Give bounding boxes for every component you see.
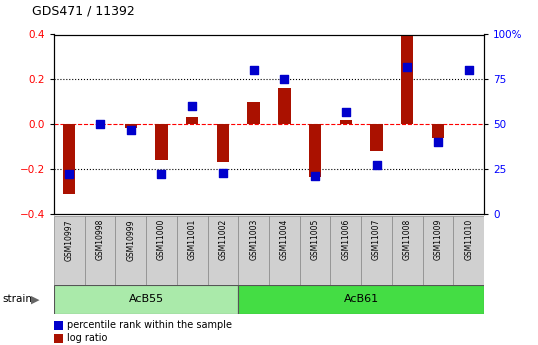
Point: [218, 170, 227, 175]
Bar: [208, 216, 238, 285]
Point: [188, 104, 196, 109]
Point: [96, 121, 104, 127]
Bar: [392, 216, 423, 285]
Bar: [84, 216, 115, 285]
Text: GSM11008: GSM11008: [403, 219, 412, 260]
Bar: [54, 216, 84, 285]
Bar: [401, 36, 414, 124]
Bar: [238, 285, 484, 314]
Text: GSM11007: GSM11007: [372, 219, 381, 260]
Text: GSM11009: GSM11009: [434, 219, 443, 260]
Text: GSM11002: GSM11002: [218, 219, 228, 260]
Text: ▶: ▶: [31, 294, 40, 304]
Bar: [247, 102, 260, 124]
Text: strain: strain: [3, 294, 33, 304]
Text: GSM11004: GSM11004: [280, 219, 289, 260]
Bar: [454, 216, 484, 285]
Bar: [115, 216, 146, 285]
Text: GSM11003: GSM11003: [249, 219, 258, 260]
Bar: [300, 216, 330, 285]
Bar: [278, 88, 291, 124]
Text: GSM10997: GSM10997: [65, 219, 74, 260]
Bar: [177, 216, 208, 285]
Point: [311, 174, 320, 179]
Text: GDS471 / 11392: GDS471 / 11392: [32, 4, 135, 17]
Point: [342, 109, 350, 115]
Text: GSM11006: GSM11006: [341, 219, 350, 260]
Point: [403, 64, 412, 70]
Bar: [423, 216, 454, 285]
Text: percentile rank within the sample: percentile rank within the sample: [67, 321, 232, 330]
Text: log ratio: log ratio: [67, 334, 108, 343]
Bar: [238, 216, 269, 285]
Bar: [330, 216, 361, 285]
Text: GSM11005: GSM11005: [310, 219, 320, 260]
Point: [126, 127, 135, 132]
Point: [464, 68, 473, 73]
Bar: [339, 120, 352, 124]
Bar: [371, 124, 383, 151]
Text: GSM11001: GSM11001: [188, 219, 197, 260]
Bar: [269, 216, 300, 285]
Point: [434, 139, 442, 145]
Bar: [309, 124, 321, 177]
Text: GSM10999: GSM10999: [126, 219, 135, 260]
Point: [372, 163, 381, 168]
Text: AcB55: AcB55: [129, 294, 164, 304]
Bar: [186, 117, 199, 124]
Bar: [361, 216, 392, 285]
Bar: [124, 124, 137, 128]
Point: [157, 172, 166, 177]
Point: [249, 68, 258, 73]
Bar: [63, 124, 75, 194]
Text: GSM11000: GSM11000: [157, 219, 166, 260]
Point: [280, 77, 289, 82]
Text: AcB61: AcB61: [344, 294, 379, 304]
Bar: [155, 124, 167, 160]
Point: [65, 172, 74, 177]
Text: GSM10998: GSM10998: [95, 219, 104, 260]
Bar: [54, 285, 238, 314]
Bar: [217, 124, 229, 162]
Bar: [146, 216, 177, 285]
Bar: [432, 124, 444, 138]
Text: GSM11010: GSM11010: [464, 219, 473, 260]
